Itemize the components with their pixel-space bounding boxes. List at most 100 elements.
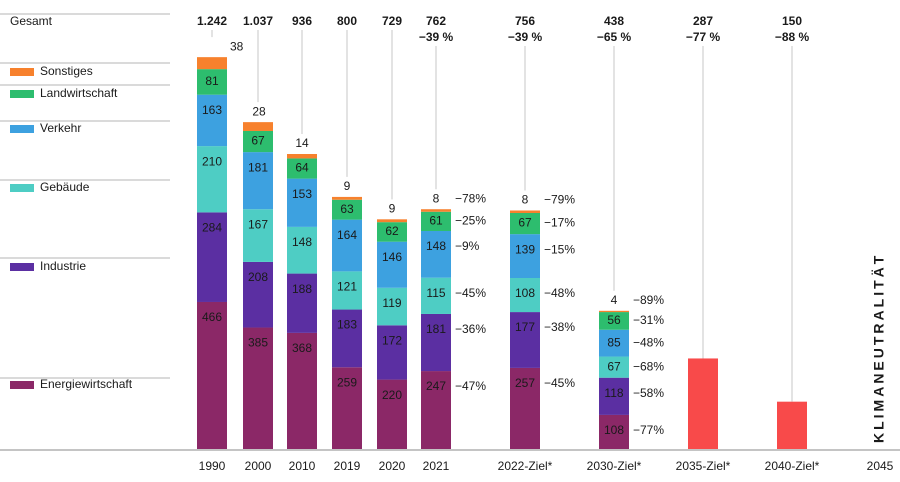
bar-segment-sonstiges: [377, 219, 407, 223]
bar-segment-gebaeude: [421, 277, 451, 314]
legend: Gesamt Sonstiges Landwirtschaft Verkehr Gebä…: [0, 13, 170, 391]
bar-total-label: 756: [515, 14, 535, 28]
segment-value-label: 108: [604, 423, 624, 437]
legend-label-verkehr: Verkehr: [40, 121, 81, 135]
segment-change-label: −31%: [633, 313, 664, 327]
bar-total-change-label: −65 %: [597, 30, 632, 44]
x-tick-label: 2040-Ziel*: [765, 459, 820, 473]
x-axis: 1990 2000 2010 2019 2020 2021 2022-Ziel* 2030-Z…: [0, 253, 900, 473]
bar-segment-landwirtschaft: [599, 312, 629, 330]
bar-segment-energie: [243, 327, 273, 449]
segment-value-label: 108: [515, 286, 535, 300]
bar-segment-gebaeude: [510, 277, 540, 313]
segment-value-label: 67: [607, 359, 621, 373]
bar-segment-landwirtschaft: [510, 213, 540, 235]
segment-value-label: 119: [382, 296, 401, 310]
bar-segment-sonstiges: [332, 196, 362, 200]
legend-swatch-gebaeude: [10, 184, 34, 192]
x-tick-label: 2019: [334, 459, 361, 473]
segment-change-label: −77%: [633, 423, 664, 437]
segment-value-label: 139: [515, 242, 535, 256]
segment-value-label: 146: [382, 250, 402, 264]
bar-total-change-label: −39 %: [508, 30, 543, 44]
bar-segment-landwirtschaft: [243, 130, 273, 153]
segment-change-label: −48%: [633, 335, 664, 349]
segment-value-label: 284: [202, 221, 222, 235]
data-labels: 466 284 210 163 81 381.242 385 208 167 181 67 28 1.0…: [197, 14, 810, 437]
x-tick-label: 2000: [245, 459, 272, 473]
segment-change-label: −48%: [544, 286, 575, 300]
segment-value-label: 257: [515, 376, 535, 390]
bar-total-change-label: −88 %: [775, 30, 810, 44]
legend-label-sonstiges: Sonstiges: [40, 64, 93, 78]
segment-change-label: −36%: [455, 322, 486, 336]
segment-value-label: 8: [522, 193, 529, 207]
legend-swatch-sonstiges: [10, 68, 34, 76]
segment-value-label: 14: [295, 136, 309, 150]
bar-segment-industrie: [421, 313, 451, 372]
bar-segment-energie: [332, 367, 362, 449]
segment-value-label: 208: [248, 270, 268, 284]
x-tick-label-end: 2045: [867, 459, 894, 473]
bar-segment-sonstiges: [243, 122, 273, 131]
bar-segment-industrie: [599, 377, 629, 415]
segment-value-label: 183: [337, 318, 357, 332]
segment-value-label: 220: [382, 388, 402, 402]
segment-value-label: 8: [433, 191, 440, 205]
total-header-label: Gesamt: [10, 14, 53, 28]
segment-value-label: 368: [292, 341, 312, 355]
bar-segment-landwirtschaft: [197, 69, 227, 95]
segment-value-label: 188: [292, 282, 312, 296]
bar-total-label: 1.037: [243, 14, 273, 28]
bar-segment-landwirtschaft: [421, 211, 451, 231]
bar-segment-verkehr: [377, 241, 407, 288]
bar-segment-energie: [287, 332, 317, 449]
bar-segment-energie: [377, 379, 407, 449]
bar-segment-landwirtschaft: [287, 158, 317, 179]
bar-segment-verkehr: [197, 94, 227, 147]
segment-value-label: 153: [292, 187, 312, 201]
legend-swatch-energie: [10, 381, 34, 389]
bar-segment-gebaeude: [332, 271, 362, 310]
bar-total-change-label: −39 %: [419, 30, 454, 44]
bar-total-label: 1.242: [197, 14, 227, 28]
segment-value-label: 148: [426, 239, 446, 253]
x-tick-label: 2030-Ziel*: [587, 459, 642, 473]
bar-segment-verkehr: [510, 234, 540, 278]
legend-label-landwirtschaft: Landwirtschaft: [40, 86, 118, 100]
segment-value-label: 67: [518, 216, 532, 230]
bar-segment-sonstiges: [599, 310, 629, 313]
legend-label-energie: Energiewirtschaft: [40, 377, 133, 391]
segment-value-label: 210: [202, 154, 222, 168]
segment-change-label: −38%: [544, 320, 575, 334]
segment-value-label: 466: [202, 310, 222, 324]
segment-value-label: 64: [295, 161, 309, 175]
bar-total-label: 762: [426, 14, 446, 28]
segment-change-label: −89%: [633, 293, 664, 307]
legend-label-gebaeude: Gebäude: [40, 180, 90, 194]
segment-change-label: −68%: [633, 359, 664, 373]
segment-change-label: −58%: [633, 386, 664, 400]
bars: [197, 57, 807, 449]
segment-value-label: 9: [389, 201, 396, 215]
bar-segment-energie: [510, 367, 540, 449]
segment-value-label: 85: [607, 335, 621, 349]
x-tick-label: 1990: [199, 459, 226, 473]
bar-segment-verkehr: [287, 178, 317, 227]
segment-value-label: 164: [337, 228, 357, 242]
segment-change-label: −25%: [455, 214, 486, 228]
bar-segment-industrie: [332, 309, 362, 368]
segment-change-label: −15%: [544, 242, 575, 256]
segment-value-label: 81: [205, 74, 219, 88]
bar-segment-sonstiges: [197, 57, 227, 70]
segment-value-label: 121: [337, 280, 357, 294]
bar-segment-verkehr: [332, 219, 362, 272]
climate-neutrality-label: KLIMANEUTRALITÄT: [871, 253, 887, 443]
bar-segment-target: [777, 401, 807, 449]
bar-total-label: 800: [337, 14, 357, 28]
bar-total-label: 438: [604, 14, 624, 28]
segment-value-label: 172: [382, 333, 402, 347]
segment-value-label: 148: [292, 235, 312, 249]
segment-value-label: 28: [252, 104, 266, 118]
segment-value-label: 118: [604, 386, 623, 400]
